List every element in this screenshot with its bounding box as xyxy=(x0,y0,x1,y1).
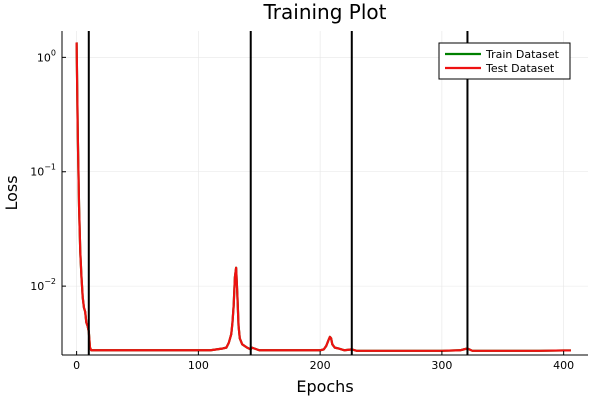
legend-label: Test Dataset xyxy=(485,62,555,75)
vertical-lines xyxy=(87,31,469,355)
x-axis-label: Epochs xyxy=(296,377,353,396)
x-tick-label: 100 xyxy=(188,359,209,372)
series-lines xyxy=(75,42,571,352)
x-tick-label: 0 xyxy=(73,359,80,372)
series-line-2 xyxy=(75,42,571,352)
x-tick-label: 300 xyxy=(431,359,452,372)
y-tick-label: 10−1 xyxy=(30,163,56,179)
grid xyxy=(62,31,588,355)
y-tick-label: 10−2 xyxy=(30,277,56,293)
y-axis-label: Loss xyxy=(2,175,21,210)
legend-box xyxy=(438,42,571,80)
legend-label: Train Dataset xyxy=(485,48,560,61)
axes xyxy=(61,31,588,356)
series-line-1 xyxy=(75,42,571,352)
x-tick-label: 200 xyxy=(310,359,331,372)
chart-title: Training Plot xyxy=(263,0,387,24)
x-ticks: 0 100 200 300 400 xyxy=(73,351,574,372)
x-tick-label: 400 xyxy=(553,359,574,372)
y-tick-label: 100 xyxy=(37,48,56,64)
y-ticks: 100 10−1 10−2 xyxy=(30,48,66,293)
